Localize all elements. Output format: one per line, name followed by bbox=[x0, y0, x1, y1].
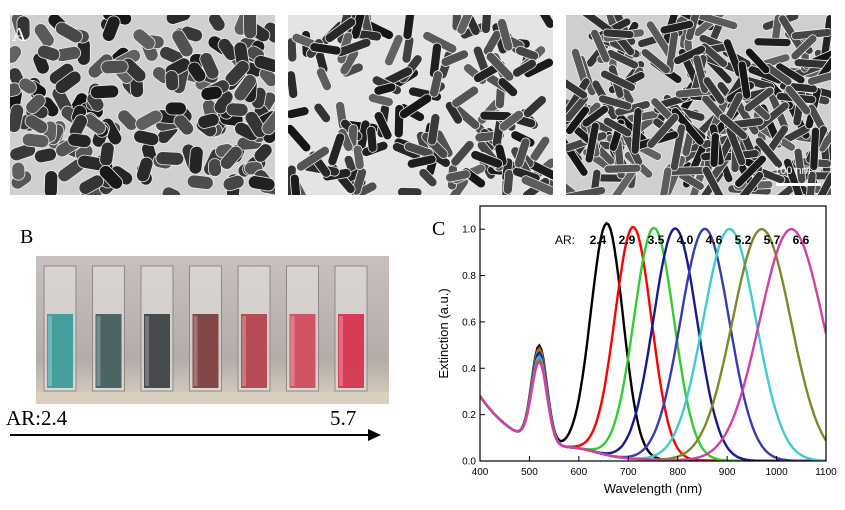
series-line bbox=[480, 227, 826, 461]
series-label: 5.7 bbox=[764, 233, 781, 247]
series-label: 2.9 bbox=[619, 233, 636, 247]
series-label: 4.6 bbox=[706, 233, 723, 247]
extinction-chart: 400 500 600 700 800 900 1000 1100 0.0 0.2 0.4 0.6 0.… bbox=[436, 205, 837, 496]
scale-bar-label: 100 nm bbox=[774, 165, 811, 177]
vial-liquid bbox=[95, 314, 122, 388]
x-tick-label: 400 bbox=[472, 467, 489, 478]
ar-end-label: 5.7 bbox=[330, 406, 357, 430]
x-tick-label: 800 bbox=[669, 467, 686, 478]
scale-bar bbox=[776, 183, 821, 186]
y-tick-label: 1.0 bbox=[462, 225, 476, 236]
vial-liquid bbox=[338, 314, 364, 388]
series-line bbox=[480, 227, 826, 461]
ar-prefix-label: AR: bbox=[555, 233, 575, 247]
vial-liquid bbox=[241, 314, 267, 388]
cuvette-photo bbox=[36, 256, 389, 404]
tem-image-1 bbox=[10, 15, 275, 195]
y-tick-label: 0.4 bbox=[462, 364, 476, 375]
y-axis-title: Extinction (a.u.) bbox=[436, 288, 451, 378]
y-tick-label: 0.0 bbox=[462, 457, 476, 468]
tem-image-2 bbox=[288, 15, 553, 195]
x-tick-label: 500 bbox=[521, 467, 538, 478]
x-tick-label: 600 bbox=[571, 467, 588, 478]
y-tick-label: 0.6 bbox=[462, 317, 476, 328]
vial-liquid bbox=[47, 314, 73, 388]
x-axis-title: Wavelength (nm) bbox=[604, 481, 703, 496]
series-label: 2.4 bbox=[590, 233, 607, 247]
panel-a-label: A bbox=[12, 24, 27, 46]
vial-liquid bbox=[289, 314, 316, 388]
x-tick-label: 700 bbox=[620, 467, 637, 478]
x-tick-label: 1100 bbox=[815, 467, 837, 478]
ar-start-label: AR:2.4 bbox=[6, 406, 68, 430]
series-label: 4.0 bbox=[677, 233, 694, 247]
series-label: 3.5 bbox=[648, 233, 665, 247]
vial-liquid bbox=[192, 314, 219, 388]
tem-image-3: 100 nm bbox=[566, 15, 831, 195]
panel-b-label: B bbox=[20, 226, 34, 248]
series-line bbox=[480, 228, 826, 461]
y-tick-label: 0.2 bbox=[462, 410, 476, 421]
series-label: 6.6 bbox=[793, 233, 810, 247]
ar-arrow bbox=[10, 429, 381, 441]
panel-c-label: C bbox=[432, 218, 446, 240]
y-tick-label: 0.8 bbox=[462, 271, 476, 282]
x-tick-label: 900 bbox=[719, 467, 736, 478]
x-tick-label: 1000 bbox=[765, 467, 788, 478]
vial-liquid bbox=[144, 314, 170, 388]
series-label: 5.2 bbox=[735, 233, 752, 247]
